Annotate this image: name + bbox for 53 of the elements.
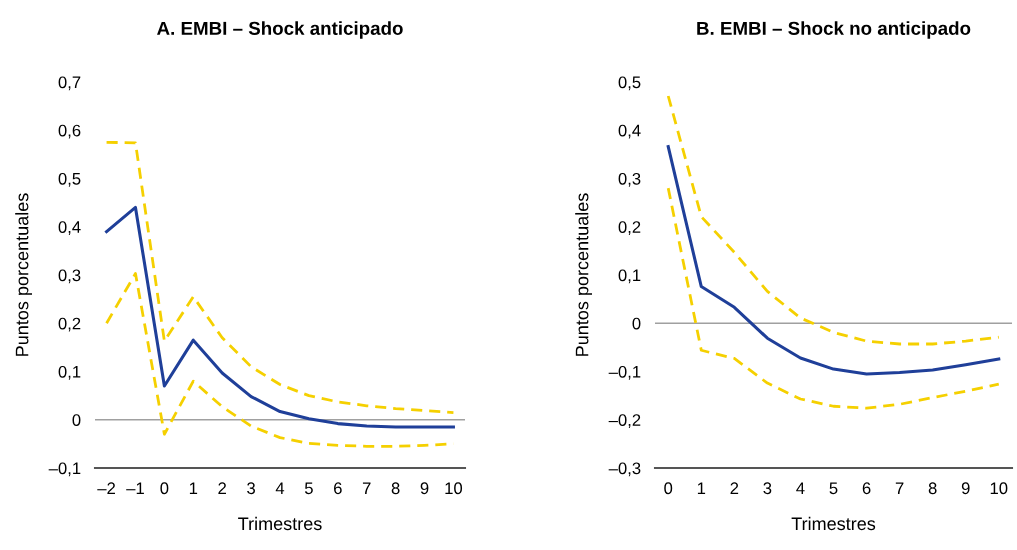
line-series	[105, 140, 455, 414]
y-tick-label: 0,2	[618, 221, 641, 235]
y-tick-label: 0,4	[58, 221, 81, 235]
y-tick-label: 0,3	[58, 269, 81, 284]
y-tick-label: 0,5	[58, 172, 81, 187]
x-tick-label: 5	[304, 482, 313, 495]
y-tick-label: 0,2	[58, 317, 81, 332]
x-tick-label: 3	[247, 482, 255, 495]
x-tick-label: 5	[829, 482, 838, 495]
x-tick-label: 8	[391, 482, 400, 495]
line-series	[666, 186, 1001, 410]
y-tick-label: 0,1	[618, 269, 641, 284]
y-tick-label: 0,4	[618, 124, 641, 139]
x-tick-label: 0	[664, 482, 673, 495]
x-axis-title: Trimestres	[238, 516, 322, 531]
x-tick-label: 2	[730, 482, 739, 494]
y-tick-label: –0,1	[608, 365, 641, 380]
x-tick-label: 4	[796, 482, 805, 494]
x-tick-label: 10	[990, 482, 1008, 495]
y-tick-label: –0,1	[48, 462, 81, 477]
x-tick-label: 8	[928, 482, 937, 495]
y-tick-label: 0,5	[618, 76, 641, 91]
y-tick-label: –0,2	[608, 414, 641, 428]
x-tick-label: 9	[420, 482, 429, 495]
y-tick-label: 0	[72, 414, 81, 426]
x-tick-label: 6	[334, 482, 342, 495]
y-axis-title: Puntos porcentuales	[15, 193, 33, 356]
y-tick-label: 0,1	[58, 365, 81, 380]
chart-title: A. EMBI – Shock anticipado	[157, 21, 403, 39]
x-tick-label: 9	[961, 482, 970, 495]
x-tick-label: 0	[160, 482, 169, 495]
x-tick-label: 6	[862, 482, 871, 495]
x-tick-label: 2	[218, 482, 226, 494]
y-tick-label: 0,7	[58, 76, 81, 91]
line-series	[666, 145, 1001, 376]
x-tick-label: 10	[445, 482, 463, 495]
line-series	[666, 94, 1001, 346]
y-axis-title: Puntos porcentuales	[575, 193, 593, 356]
x-tick-label: 7	[362, 482, 371, 494]
x-axis-title: Trimestres	[791, 516, 876, 531]
y-tick-label: 0	[632, 317, 641, 330]
y-tick-label: 0,6	[58, 124, 81, 139]
y-tick-label: 0,3	[618, 172, 641, 187]
chart-title: B. EMBI – Shock no anticipado	[697, 21, 971, 39]
x-tick-label: 1	[697, 482, 706, 494]
x-tick-label: 4	[275, 482, 285, 494]
y-tick-label: –0,3	[608, 462, 641, 477]
x-tick-label: 1	[189, 482, 198, 494]
line-series	[105, 205, 455, 429]
x-tick-label: –2	[97, 482, 115, 494]
x-tick-label: –1	[126, 482, 144, 494]
x-tick-label: 7	[895, 482, 904, 494]
x-tick-label: 3	[763, 482, 772, 495]
